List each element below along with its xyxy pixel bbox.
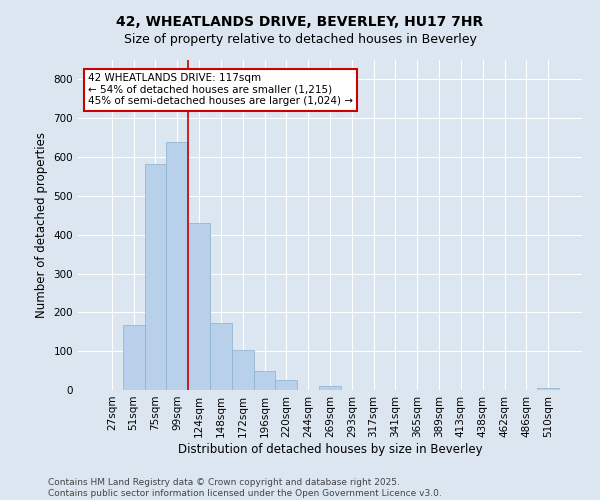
Text: 42, WHEATLANDS DRIVE, BEVERLEY, HU17 7HR: 42, WHEATLANDS DRIVE, BEVERLEY, HU17 7HR [116, 15, 484, 29]
Bar [145, 164, 166, 390]
Bar [275, 380, 297, 390]
Bar [188, 223, 210, 390]
Bar [166, 142, 188, 390]
Bar [537, 388, 559, 390]
Bar [123, 325, 145, 390]
Bar [210, 323, 232, 390]
Bar [232, 350, 254, 390]
Text: Contains HM Land Registry data © Crown copyright and database right 2025.
Contai: Contains HM Land Registry data © Crown c… [48, 478, 442, 498]
Y-axis label: Number of detached properties: Number of detached properties [35, 132, 48, 318]
Text: Size of property relative to detached houses in Beverley: Size of property relative to detached ho… [124, 32, 476, 46]
Text: 42 WHEATLANDS DRIVE: 117sqm
← 54% of detached houses are smaller (1,215)
45% of : 42 WHEATLANDS DRIVE: 117sqm ← 54% of det… [88, 73, 353, 106]
X-axis label: Distribution of detached houses by size in Beverley: Distribution of detached houses by size … [178, 442, 482, 456]
Bar [254, 370, 275, 390]
Bar [319, 386, 341, 390]
